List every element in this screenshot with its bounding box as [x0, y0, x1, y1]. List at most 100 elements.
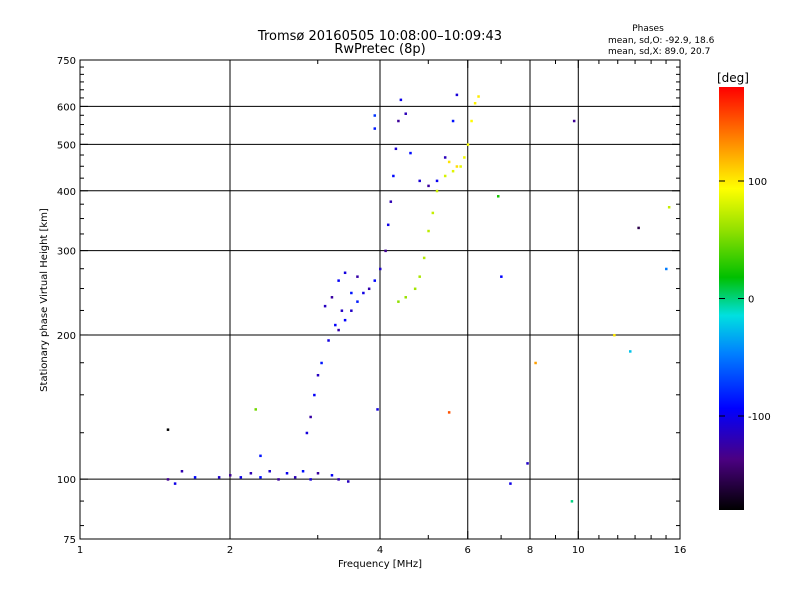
chart-title: Tromsø 20160505 10:08:00–10:09:43	[257, 29, 502, 44]
data-point	[443, 156, 447, 159]
colorbar-tick-label: 0	[748, 295, 754, 306]
data-point	[166, 478, 170, 481]
y-tick-label: 600	[57, 102, 76, 113]
grid-lines	[80, 60, 680, 539]
y-tick-label: 300	[57, 247, 76, 258]
data-point	[376, 408, 379, 411]
data-point	[394, 147, 398, 151]
data-point	[447, 411, 451, 414]
data-point	[392, 174, 395, 178]
data-point	[350, 309, 353, 312]
data-point	[526, 462, 529, 465]
data-point	[346, 480, 350, 483]
data-point	[386, 223, 390, 227]
data-point	[249, 472, 253, 475]
data-point	[447, 160, 451, 164]
data-point	[459, 165, 462, 168]
data-point	[397, 119, 400, 123]
data-point	[254, 408, 257, 411]
data-point	[463, 156, 466, 159]
data-point	[285, 472, 289, 475]
data-point	[665, 267, 668, 271]
data-point	[356, 300, 359, 303]
data-point	[268, 469, 271, 473]
data-point	[496, 195, 500, 198]
data-point	[435, 179, 439, 183]
data-point	[193, 476, 197, 479]
data-point	[305, 431, 309, 435]
data-point	[293, 476, 297, 479]
data-point	[500, 275, 503, 278]
data-point	[534, 361, 537, 365]
data-point	[443, 174, 447, 178]
x-tick-label: 2	[227, 545, 233, 556]
colorbar-label: [deg]	[717, 71, 749, 85]
x-tick-label: 4	[377, 545, 383, 556]
data-point	[320, 361, 323, 365]
data-point	[217, 476, 221, 479]
data-point	[629, 350, 632, 353]
data-point	[404, 296, 407, 299]
data-point	[373, 114, 377, 117]
data-point	[418, 275, 421, 278]
data-point	[389, 200, 393, 203]
data-point	[379, 267, 382, 271]
x-tick-label: 16	[674, 545, 687, 556]
y-tick-label: 500	[57, 140, 76, 151]
data-point	[455, 93, 459, 97]
data-point	[373, 127, 377, 130]
data-point	[367, 287, 371, 291]
data-point	[327, 339, 330, 342]
data-point	[570, 500, 574, 503]
data-point	[427, 229, 430, 233]
x-tick-label: 8	[527, 545, 533, 556]
data-point	[413, 287, 417, 291]
axis-ticks: 1 2 4 6 8 10 16 75 100 200 300 400 500 600 750	[57, 56, 686, 556]
data-point	[323, 304, 327, 308]
x-tick-label: 1	[77, 545, 83, 556]
data-point	[337, 279, 340, 282]
y-tick-label: 75	[63, 535, 76, 546]
data-point	[334, 323, 337, 327]
y-tick-label: 750	[57, 56, 76, 67]
data-point	[473, 101, 477, 105]
colorbar-tick-label: -100	[748, 412, 771, 423]
data-point	[466, 143, 470, 146]
data-point	[470, 119, 473, 123]
y-tick-label: 100	[57, 475, 76, 486]
data-point	[239, 476, 243, 479]
colorbar-ticks: 100 0 -100	[719, 177, 771, 423]
data-point	[277, 478, 280, 481]
data-point	[451, 119, 455, 123]
data-points	[166, 93, 671, 503]
y-tick-label: 400	[57, 187, 76, 198]
data-point	[613, 333, 616, 337]
data-point	[451, 169, 455, 173]
data-point	[309, 415, 312, 419]
y-tick-label: 200	[57, 331, 76, 342]
data-point	[399, 98, 403, 102]
data-point	[418, 179, 421, 183]
data-point	[509, 482, 512, 485]
data-point	[572, 119, 576, 123]
phase-mean-x: mean, sd,X: 89.0, 20.7	[608, 47, 710, 57]
data-point	[316, 373, 320, 377]
data-point	[330, 474, 334, 477]
data-point	[337, 328, 340, 332]
data-point	[409, 151, 412, 155]
data-point	[259, 454, 262, 458]
phase-mean-o: mean, sd,O: -92.9, 18.6	[608, 36, 715, 46]
data-point	[313, 393, 316, 397]
data-point	[397, 300, 400, 303]
chart-subtitle: RwPretec (8p)	[334, 42, 425, 57]
data-point	[316, 472, 320, 475]
data-point	[343, 271, 347, 275]
y-axis-label: Stationary phase Virtual Height [km]	[39, 208, 50, 392]
data-point	[180, 469, 184, 473]
data-point	[259, 476, 262, 479]
data-point	[309, 478, 312, 481]
data-point	[384, 249, 387, 253]
data-point	[229, 474, 232, 477]
data-point	[455, 165, 459, 168]
